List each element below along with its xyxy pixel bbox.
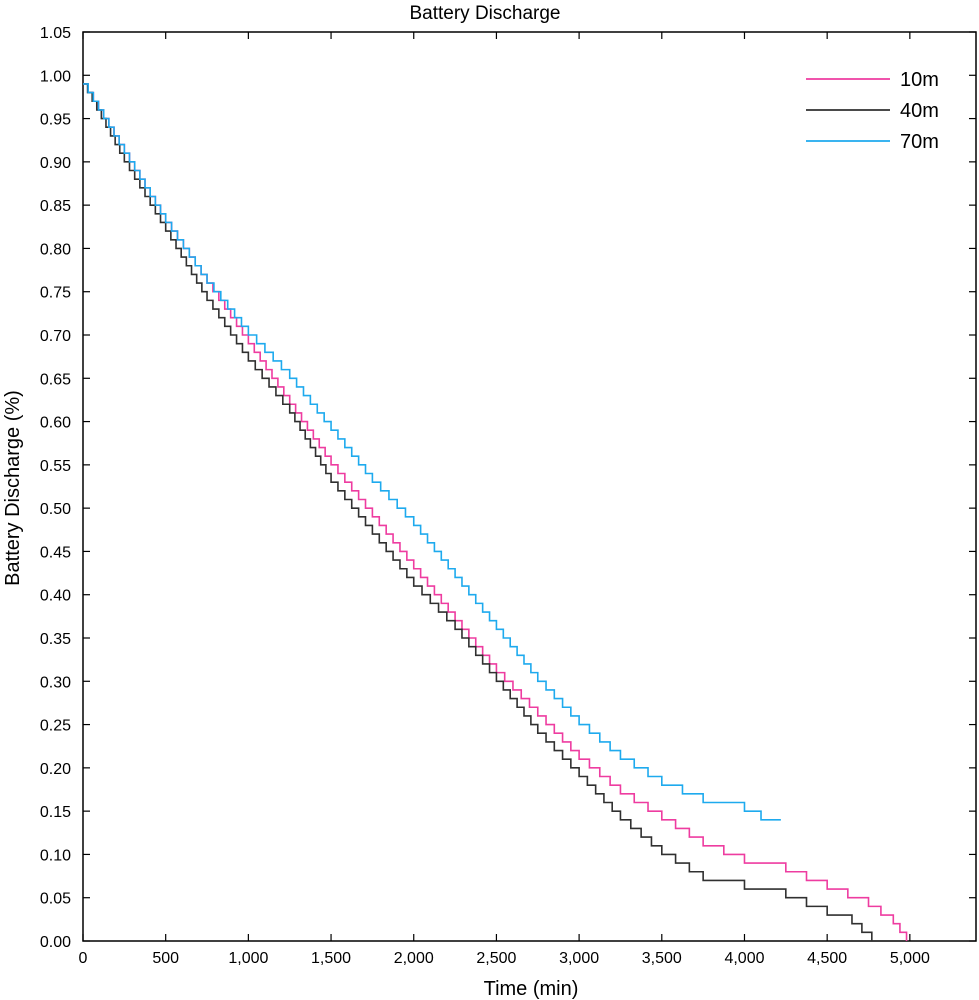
plot-area-frame [82, 31, 977, 942]
y-tick-label: 0.85 [40, 198, 71, 215]
legend-label-40m: 40m [900, 100, 939, 122]
x-tick-label: 0 [79, 950, 88, 967]
x-tick-label: 3,000 [559, 950, 599, 967]
x-axis-title: Time (min) [484, 978, 579, 1000]
x-tick-label: 1,000 [228, 950, 268, 967]
legend-label-10m: 10m [900, 69, 939, 91]
y-tick-label: 0.05 [40, 891, 71, 908]
x-tick-label: 3,500 [642, 950, 682, 967]
y-tick-label: 0.45 [40, 544, 71, 561]
legend: 10m 40m 70m [806, 69, 939, 153]
y-tick-label: 0.40 [40, 588, 71, 605]
series-line-70m [83, 83, 781, 821]
legend-label-70m: 70m [900, 131, 939, 153]
y-tick-label: 0.15 [40, 804, 71, 821]
x-tick-label: 4,000 [724, 950, 764, 967]
series-line-10m [83, 83, 908, 941]
y-tick-label: 0.20 [40, 761, 71, 778]
x-tick-label: 500 [152, 950, 179, 967]
y-tick-label: 0.55 [40, 458, 71, 475]
y-tick-label: 0.35 [40, 631, 71, 648]
series-line-40m [83, 83, 873, 941]
series-group [83, 83, 908, 941]
y-tick-label: 0.75 [40, 285, 71, 302]
y-tick-label: 0.00 [40, 934, 71, 951]
y-tick-label: 0.30 [40, 674, 71, 691]
y-tick-label: 0.65 [40, 371, 71, 388]
y-tick-label: 0.80 [40, 241, 71, 258]
x-tick-label: 1,500 [311, 950, 351, 967]
x-tick-label: 5,000 [890, 950, 930, 967]
y-tick-label: 1.00 [40, 68, 71, 85]
x-tick-label: 2,500 [476, 950, 516, 967]
x-tick-label: 4,500 [807, 950, 847, 967]
y-tick-label: 0.10 [40, 847, 71, 864]
y-tick-label: 0.50 [40, 501, 71, 518]
y-tick-label: 0.90 [40, 155, 71, 172]
y-tick-label: 1.05 [40, 25, 71, 42]
y-tick-label: 0.25 [40, 718, 71, 735]
y-tick-label: 0.70 [40, 328, 71, 345]
y-tick-label: 0.60 [40, 415, 71, 432]
chart-title: Battery Discharge [409, 3, 560, 24]
y-tick-label: 0.95 [40, 112, 71, 129]
x-tick-label: 2,000 [394, 950, 434, 967]
y-axis-title: Battery Discharge (%) [2, 390, 24, 586]
